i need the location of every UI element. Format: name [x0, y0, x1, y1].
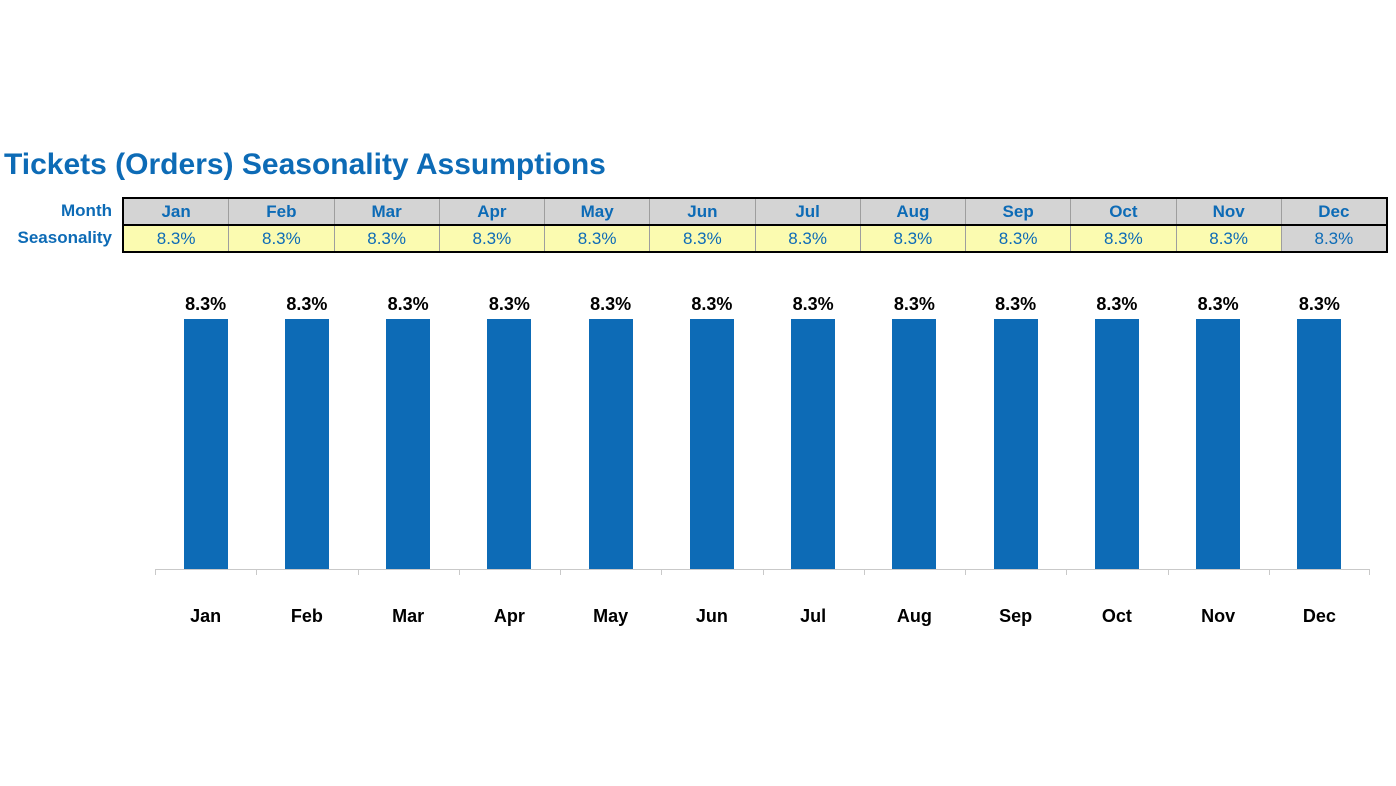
axis-tick — [965, 569, 966, 575]
axis-category-label: Aug — [864, 606, 965, 627]
chart-bar — [791, 319, 835, 569]
chart-column: 8.3% — [864, 290, 965, 569]
axis-category-label: Jul — [763, 606, 864, 627]
axis-tick — [763, 569, 764, 575]
month-header-cell: Mar — [335, 199, 440, 224]
bar-value-label: 8.3% — [388, 294, 429, 315]
axis-tick — [1168, 569, 1169, 575]
axis-category-label: Feb — [256, 606, 357, 627]
seasonality-value-cell: 8.3% — [545, 226, 650, 251]
chart-column: 8.3% — [965, 290, 1066, 569]
seasonality-value-cell: 8.3% — [1177, 226, 1282, 251]
month-header-cell: Jul — [756, 199, 861, 224]
chart-column: 8.3% — [256, 290, 357, 569]
seasonality-value-cell: 8.3% — [124, 226, 229, 251]
chart-column: 8.3% — [358, 290, 459, 569]
bar-value-label: 8.3% — [995, 294, 1036, 315]
seasonality-value-cell: 8.3% — [756, 226, 861, 251]
seasonality-bar-chart: 8.3% 8.3% 8.3% 8.3% 8.3% 8.3% 8.3% 8.3% 8.3% 8.3%… — [155, 290, 1370, 630]
table-value-row: Seasonality 8.3%8.3%8.3%8.3%8.3%8.3%8.3%… — [4, 224, 1388, 253]
chart-bar — [994, 319, 1038, 569]
month-header-cell: Sep — [966, 199, 1071, 224]
bar-value-label: 8.3% — [590, 294, 631, 315]
chart-column: 8.3% — [459, 290, 560, 569]
month-header-cell: Dec — [1282, 199, 1386, 224]
axis-tick — [155, 569, 156, 575]
month-header-cell: Oct — [1071, 199, 1176, 224]
month-header-cell: Aug — [861, 199, 966, 224]
bar-value-label: 8.3% — [691, 294, 732, 315]
seasonality-value-cell: 8.3% — [861, 226, 966, 251]
axis-tick — [1066, 569, 1067, 575]
month-header-cell: Nov — [1177, 199, 1282, 224]
bar-value-label: 8.3% — [1096, 294, 1137, 315]
axis-tick — [864, 569, 865, 575]
axis-tick — [459, 569, 460, 575]
table-header-row: Month JanFebMarAprMayJunJulAugSepOctNovD… — [4, 197, 1388, 224]
chart-column: 8.3% — [560, 290, 661, 569]
bar-value-label: 8.3% — [286, 294, 327, 315]
axis-category-label: Jan — [155, 606, 256, 627]
axis-category-label: Jun — [661, 606, 762, 627]
axis-category-label: May — [560, 606, 661, 627]
seasonality-value-cell: 8.3% — [440, 226, 545, 251]
bar-value-label: 8.3% — [894, 294, 935, 315]
month-header-cell: Jun — [650, 199, 755, 224]
axis-category-label: Apr — [459, 606, 560, 627]
month-header-cell: Feb — [229, 199, 334, 224]
chart-column: 8.3% — [1269, 290, 1370, 569]
chart-bar — [386, 319, 430, 569]
chart-bar — [892, 319, 936, 569]
axis-tick — [358, 569, 359, 575]
axis-category-label: Mar — [358, 606, 459, 627]
chart-column: 8.3% — [661, 290, 762, 569]
chart-column: 8.3% — [763, 290, 864, 569]
seasonality-value-cell: 8.3% — [335, 226, 440, 251]
axis-tick — [661, 569, 662, 575]
chart-bar — [285, 319, 329, 569]
page-title: Tickets (Orders) Seasonality Assumptions — [4, 148, 606, 182]
month-header-cell: Jan — [124, 199, 229, 224]
row-label-month: Month — [4, 197, 122, 224]
chart-bar — [589, 319, 633, 569]
seasonality-value-cell: 8.3% — [966, 226, 1071, 251]
axis-category-label: Sep — [965, 606, 1066, 627]
seasonality-table: Month JanFebMarAprMayJunJulAugSepOctNovD… — [4, 197, 1388, 253]
chart-column: 8.3% — [1066, 290, 1167, 569]
chart-bar — [690, 319, 734, 569]
chart-bar — [1297, 319, 1341, 569]
axis-category-label: Oct — [1066, 606, 1167, 627]
axis-category-label: Nov — [1168, 606, 1269, 627]
chart-column: 8.3% — [1168, 290, 1269, 569]
bar-value-label: 8.3% — [489, 294, 530, 315]
seasonality-value-cell: 8.3% — [229, 226, 334, 251]
chart-bar — [1095, 319, 1139, 569]
axis-tick — [1269, 569, 1270, 575]
chart-bar — [487, 319, 531, 569]
axis-tick — [256, 569, 257, 575]
month-header-cell: May — [545, 199, 650, 224]
row-label-seasonality: Seasonality — [4, 224, 122, 253]
axis-category-label: Dec — [1269, 606, 1370, 627]
month-header-cell: Apr — [440, 199, 545, 224]
chart-bar — [184, 319, 228, 569]
bar-value-label: 8.3% — [1299, 294, 1340, 315]
bar-value-label: 8.3% — [185, 294, 226, 315]
seasonality-value-cell: 8.3% — [1282, 226, 1386, 251]
chart-bar — [1196, 319, 1240, 569]
chart-column: 8.3% — [155, 290, 256, 569]
bar-value-label: 8.3% — [793, 294, 834, 315]
seasonality-value-cell: 8.3% — [1071, 226, 1176, 251]
seasonality-value-cell: 8.3% — [650, 226, 755, 251]
bar-value-label: 8.3% — [1198, 294, 1239, 315]
axis-tick — [560, 569, 561, 575]
